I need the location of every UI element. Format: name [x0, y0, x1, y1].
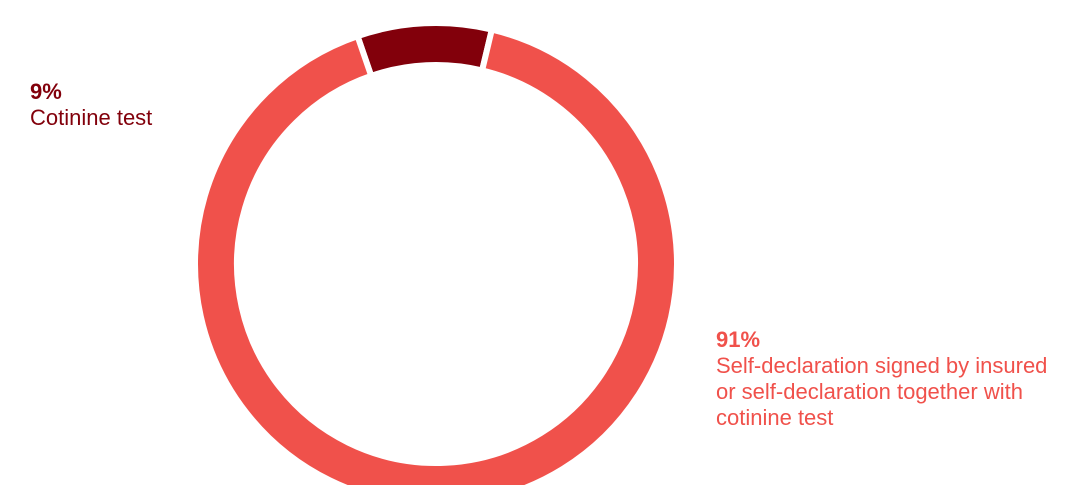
label-self-declaration-percent: 91% — [716, 327, 761, 352]
label-self-declaration-text: Self-declaration signed by insured or se… — [716, 353, 1048, 430]
donut-slice-self-declaration — [192, 25, 680, 485]
donut-slices — [192, 20, 680, 485]
label-cotinine-test-percent: 9% — [30, 79, 62, 104]
label-self-declaration: 91% Self-declaration signed by insured o… — [716, 327, 1056, 431]
donut-slice-cotinine-test — [353, 20, 496, 80]
label-cotinine-test: 9% Cotinine test — [30, 79, 220, 131]
label-cotinine-test-text: Cotinine test — [30, 105, 153, 130]
